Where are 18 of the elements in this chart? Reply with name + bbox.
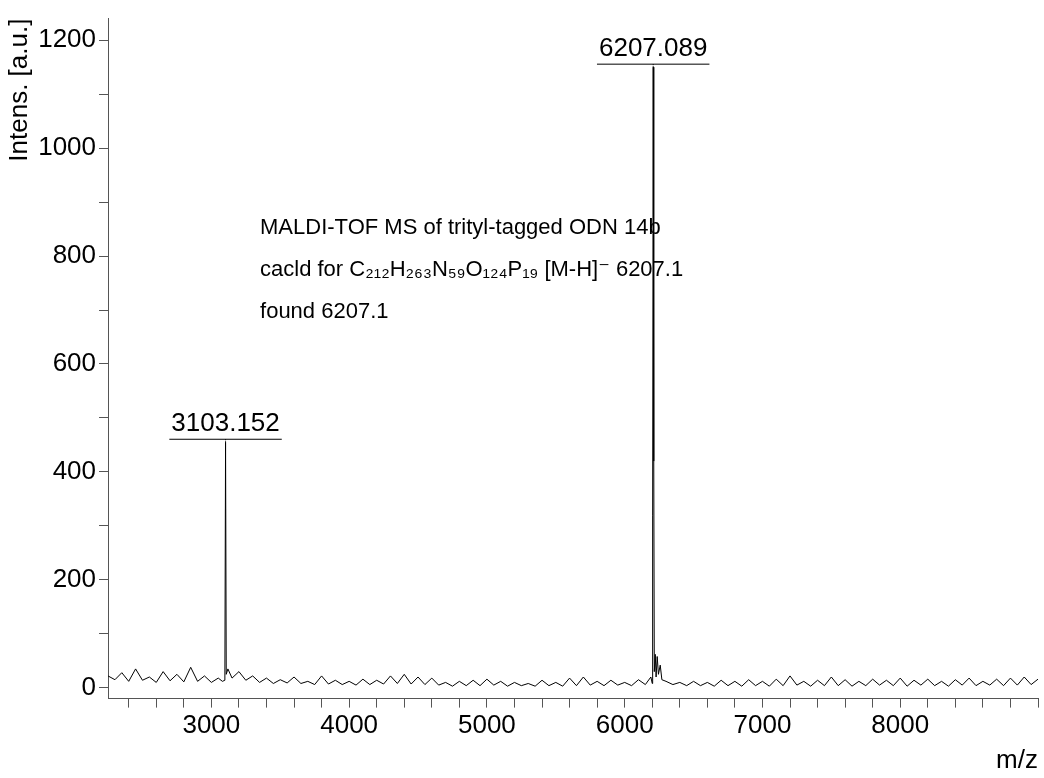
y-tick-label: 800	[52, 239, 97, 270]
y-tick-label: 1200	[38, 23, 97, 54]
x-tick-label: 4000	[320, 709, 379, 740]
annotation: 6207.089	[598, 32, 708, 63]
y-tick-label: 600	[52, 347, 97, 378]
x-tick-label: 3000	[182, 709, 241, 740]
x-tick-label: 8000	[871, 709, 930, 740]
y-axis-title: Intens. [a.u.]	[2, 18, 33, 162]
x-tick-label: 7000	[733, 709, 792, 740]
x-tick-label: 6000	[595, 709, 654, 740]
annotation: 3103.152	[171, 407, 280, 438]
x-axis-title: m/z	[996, 743, 1038, 774]
x-tick-label: 5000	[457, 709, 516, 740]
y-tick-label: 200	[52, 563, 97, 594]
y-tick-label: 400	[52, 455, 97, 486]
y-tick-label: 0	[81, 670, 97, 701]
annotation: found 6207.1	[260, 297, 389, 323]
y-tick-label: 1000	[38, 131, 97, 162]
